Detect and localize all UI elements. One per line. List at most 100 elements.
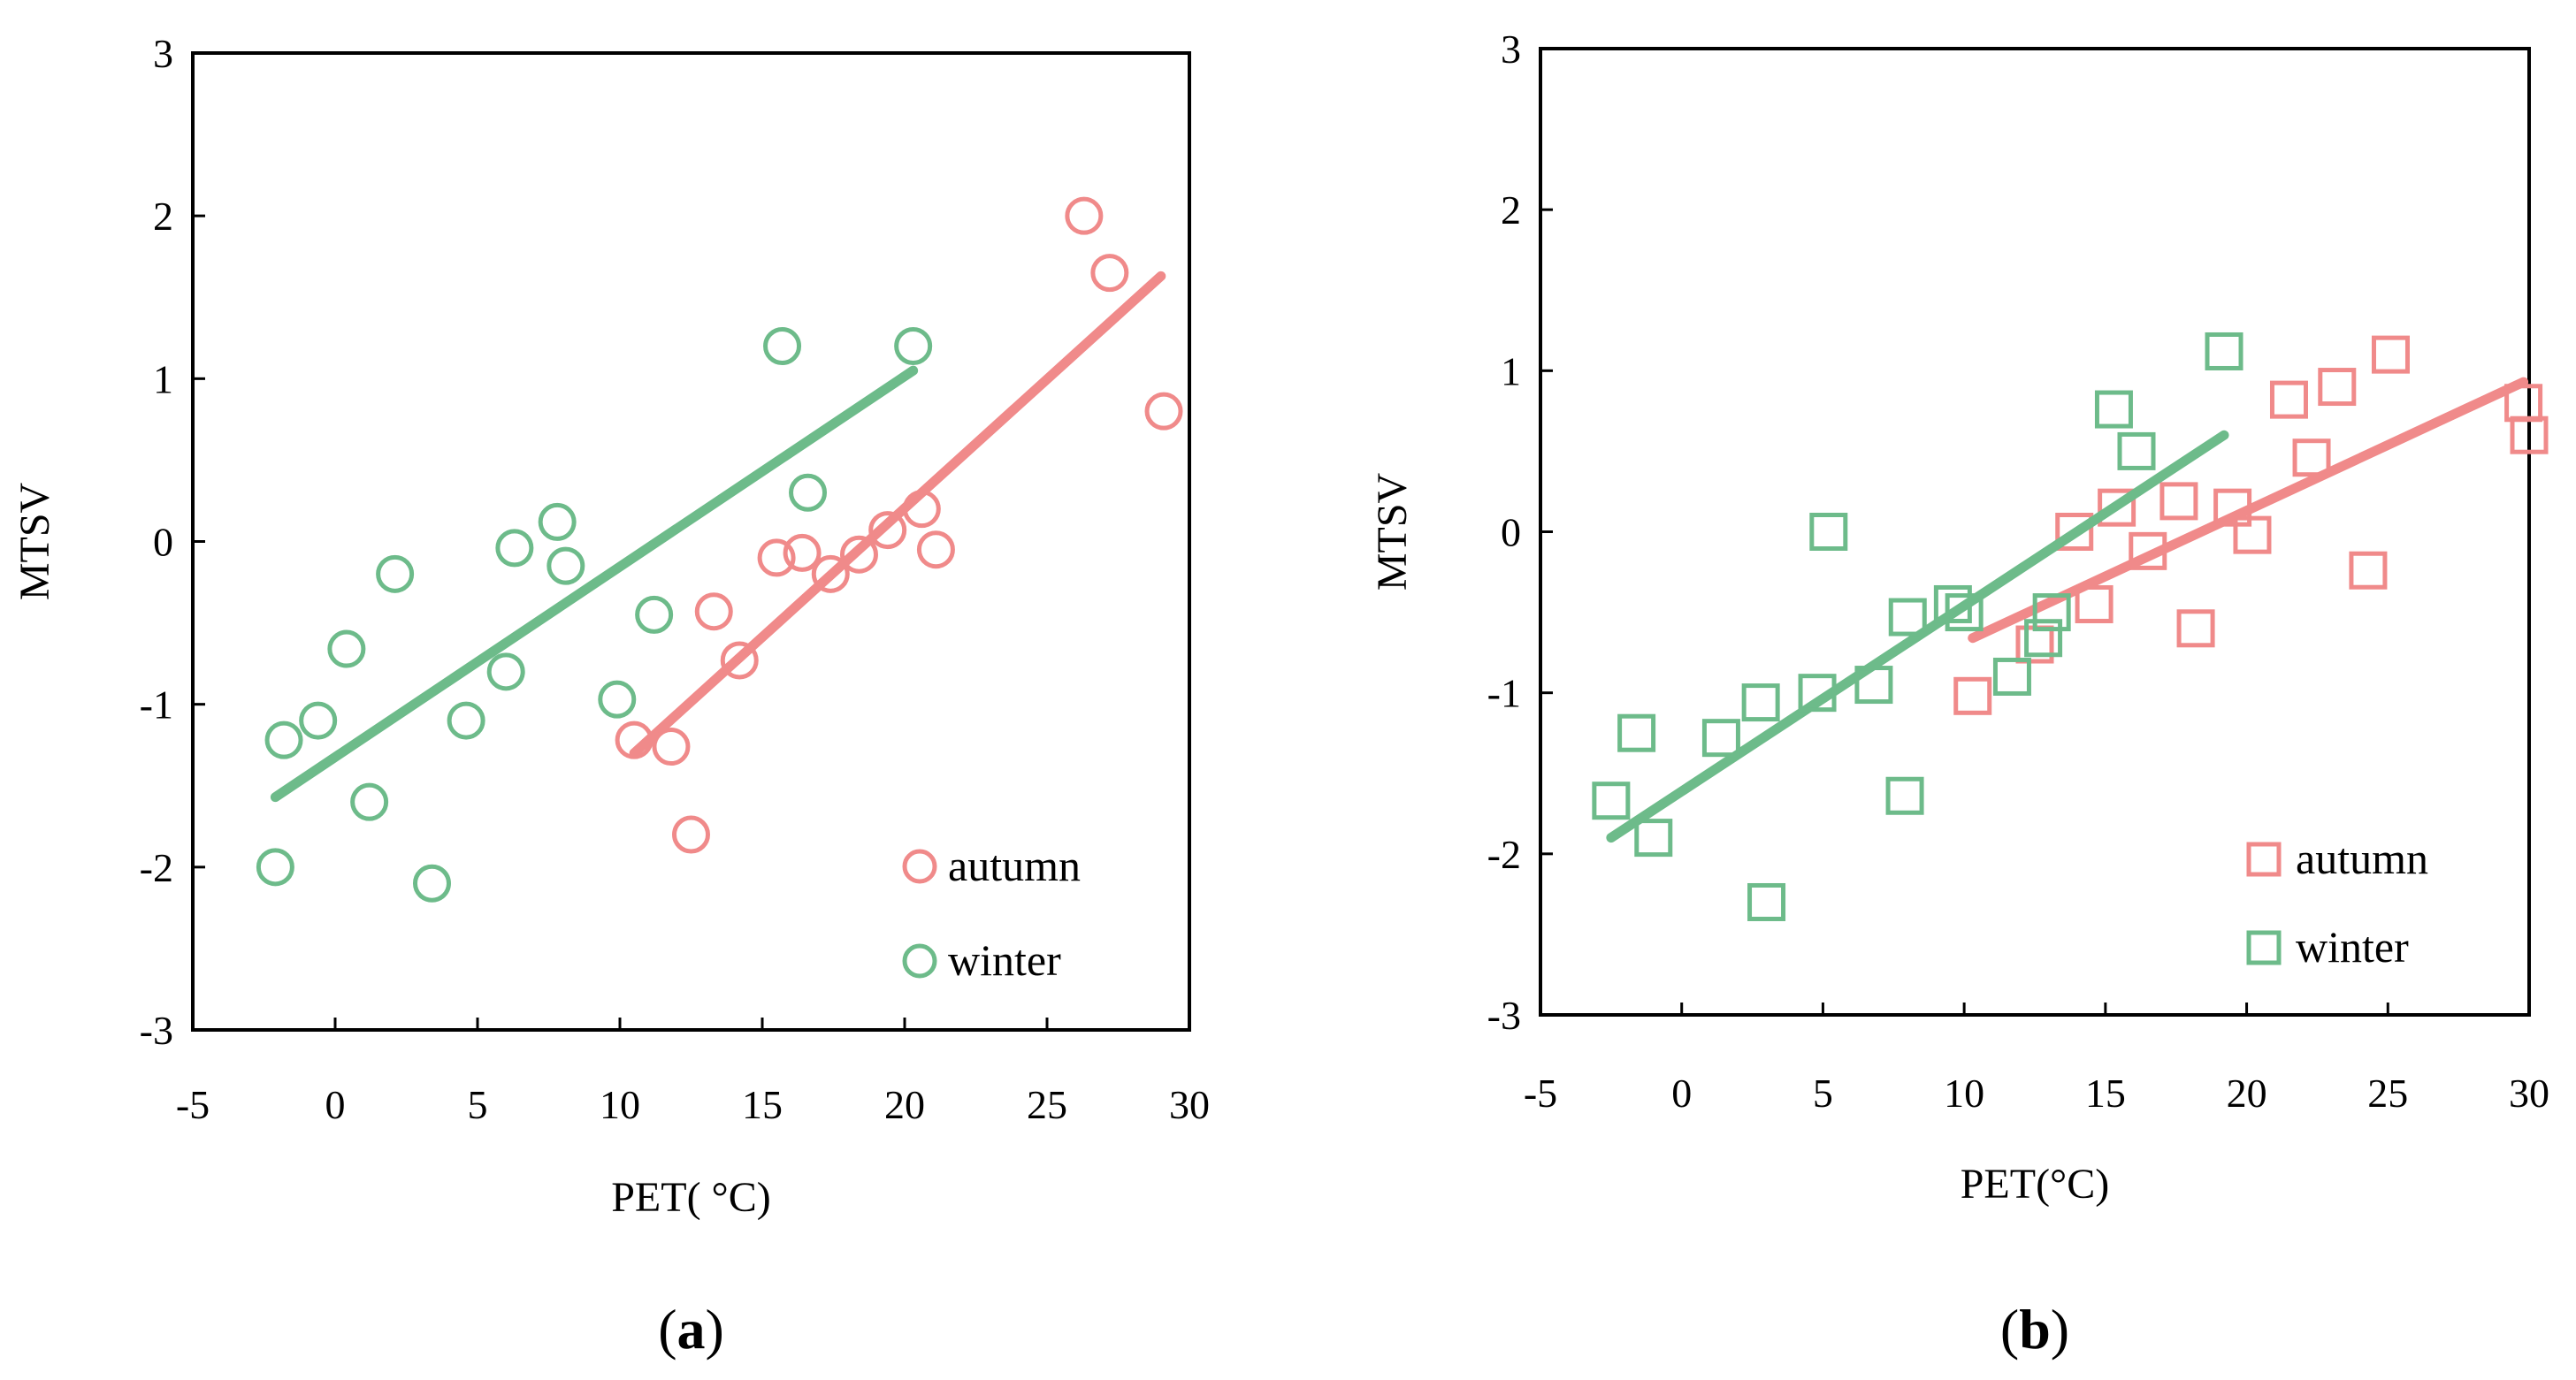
x-axis-label: PET( °C): [611, 1174, 771, 1221]
point-winter: [598, 680, 637, 719]
point-autumn: [2318, 368, 2357, 407]
point-winter: [327, 629, 366, 668]
x-tick-label: 10: [600, 1082, 640, 1127]
x-tick-label: -5: [1524, 1071, 1557, 1116]
point-winter: [1747, 882, 1786, 921]
point-autumn: [2159, 482, 2198, 521]
x-tick-label: 30: [1169, 1082, 1210, 1127]
y-tick-label: -2: [140, 845, 173, 890]
point-winter: [447, 701, 485, 740]
point-winter: [1592, 781, 1631, 820]
point-winter: [2032, 593, 2071, 632]
point-winter: [1741, 683, 1780, 722]
x-tick-label: 20: [884, 1082, 925, 1127]
point-winter: [350, 782, 389, 821]
point-autumn: [1953, 676, 1992, 715]
point-winter: [2205, 332, 2243, 370]
point-winter: [2024, 619, 2063, 658]
point-winter: [486, 652, 525, 691]
point-autumn: [2292, 438, 2331, 477]
y-tick-label: -1: [140, 682, 173, 728]
y-tick-label: -2: [1487, 832, 1521, 877]
point-winter: [2117, 431, 2156, 470]
x-tick-label: 10: [1944, 1071, 1984, 1116]
y-tick-label: 1: [153, 356, 173, 401]
legend: autumn winter: [902, 841, 1081, 985]
x-tick-label: 0: [325, 1082, 346, 1127]
point-winter: [376, 554, 415, 593]
point-winter: [256, 848, 294, 887]
point-autumn: [2098, 488, 2136, 527]
point-winter: [1885, 776, 1924, 815]
point-autumn: [916, 530, 955, 569]
point-autumn: [2129, 531, 2167, 570]
x-tick-label: 25: [1027, 1082, 1067, 1127]
point-winter: [495, 529, 534, 568]
point-winter: [1854, 666, 1893, 705]
panel-label: (b): [2000, 1298, 2069, 1361]
fit-line-winter: [270, 365, 919, 803]
legend-marker-winter: [2246, 930, 2282, 965]
point-autumn: [2371, 335, 2410, 374]
x-tick-label: 30: [2509, 1071, 2549, 1116]
y-tick-label: -3: [140, 1008, 173, 1053]
point-autumn: [2055, 513, 2094, 551]
point-autumn: [811, 554, 850, 593]
point-autumn: [2233, 515, 2272, 554]
point-winter: [1617, 713, 1656, 752]
point-autumn: [615, 720, 654, 759]
x-tick-label: 5: [1813, 1071, 1833, 1116]
legend-label-winter: winter: [2296, 922, 2409, 972]
point-winter: [1945, 593, 1984, 632]
legend-marker-autumn: [902, 849, 937, 884]
point-winter: [264, 720, 303, 759]
point-autumn: [757, 538, 796, 577]
legend: autumn winter: [2246, 834, 2428, 972]
x-tick-label: 5: [468, 1082, 488, 1127]
point-autumn: [672, 815, 710, 854]
x-axis-label: PET(°C): [1961, 1161, 2110, 1208]
point-winter: [1933, 584, 1972, 623]
legend-label-autumn: autumn: [948, 841, 1081, 890]
point-autumn: [1090, 254, 1129, 293]
point-winter: [635, 595, 674, 634]
point-autumn: [839, 535, 878, 574]
legend-marker-autumn: [2246, 842, 2282, 877]
y-axis-label: MTSV: [1369, 472, 1416, 591]
point-autumn: [2213, 488, 2252, 527]
x-tick-label: 25: [2367, 1071, 2408, 1116]
point-winter: [412, 864, 451, 903]
point-autumn: [783, 533, 822, 572]
y-axis-label: MTSV: [11, 482, 58, 600]
panel-label: (a): [658, 1298, 724, 1361]
point-autumn: [2349, 551, 2388, 590]
point-autumn: [868, 511, 907, 550]
point-winter: [789, 473, 828, 512]
y-tick-label: 3: [1501, 27, 1521, 72]
x-tick-label: 0: [1671, 1071, 1692, 1116]
x-tick-label: 15: [742, 1082, 783, 1127]
point-winter: [2094, 390, 2133, 429]
y-tick-label: 0: [153, 520, 173, 565]
point-winter: [1701, 719, 1740, 758]
fit-line-winter: [1606, 430, 2229, 843]
point-winter: [1634, 819, 1673, 858]
point-autumn: [2176, 609, 2215, 648]
point-autumn: [2075, 584, 2114, 623]
y-tick-label: 1: [1501, 348, 1521, 393]
point-autumn: [2269, 380, 2308, 419]
legend-label-winter: winter: [948, 935, 1061, 985]
point-winter: [1798, 674, 1837, 713]
point-autumn: [1065, 196, 1104, 235]
y-tick-label: 2: [1501, 187, 1521, 233]
x-tick-label: 15: [2085, 1071, 2126, 1116]
y-tick-label: 2: [153, 194, 173, 239]
point-autumn: [652, 728, 691, 766]
y-tick-label: -3: [1487, 993, 1521, 1038]
x-tick-label: 20: [2227, 1071, 2267, 1116]
point-autumn: [902, 490, 941, 529]
point-winter: [763, 327, 802, 365]
point-winter: [1992, 657, 2031, 696]
legend-marker-winter: [902, 943, 937, 979]
